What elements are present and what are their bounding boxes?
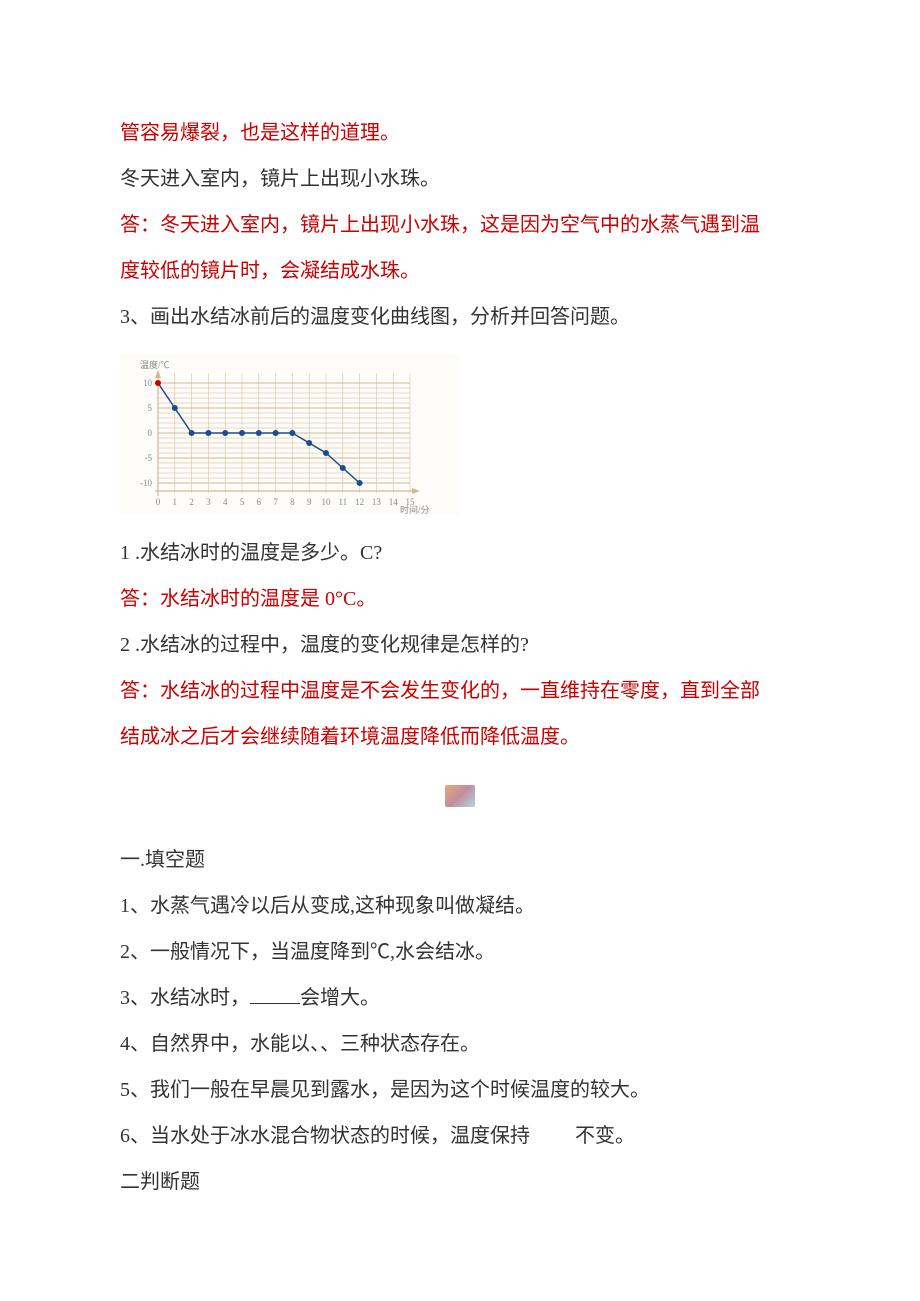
svg-text:13: 13: [372, 497, 382, 507]
sub-answer-2-line-2: 结成冰之后才会继续随着环境温度降低而降低温度。: [120, 714, 800, 760]
blank-line: [250, 1003, 300, 1004]
svg-text:10: 10: [143, 378, 153, 388]
svg-text:14: 14: [389, 497, 399, 507]
q3-part-b: 会增大。: [300, 987, 380, 1009]
section-1-heading: 一.填空题: [120, 837, 800, 883]
temperature-chart: -10-505100123456789101112131415温度/℃时间/分: [120, 355, 460, 515]
svg-text:10: 10: [322, 497, 332, 507]
svg-text:温度/℃: 温度/℃: [140, 359, 170, 370]
svg-text:5: 5: [148, 403, 153, 413]
svg-text:4: 4: [223, 497, 228, 507]
svg-text:-10: -10: [140, 478, 152, 488]
svg-text:9: 9: [307, 497, 312, 507]
svg-text:0: 0: [156, 497, 161, 507]
svg-text:-5: -5: [145, 453, 153, 463]
answer-text-line-1: 答：冬天进入室内，镜片上出现小水珠，这是因为空气中的水蒸气遇到温: [120, 202, 800, 248]
svg-text:6: 6: [257, 497, 262, 507]
answer-text-continuation: 管容易爆裂，也是这样的道理。: [120, 110, 800, 156]
section-2-heading: 二判断题: [120, 1159, 800, 1205]
svg-text:1: 1: [173, 497, 178, 507]
q6-part-a: 6、当水处于冰水混合物状态的时候，温度保持: [120, 1125, 530, 1147]
svg-text:8: 8: [290, 497, 295, 507]
fill-blank-q1: 1、水蒸气遇冷以后从变成,这种现象叫做凝结。: [120, 883, 800, 929]
svg-text:5: 5: [240, 497, 245, 507]
svg-text:0: 0: [148, 428, 153, 438]
sub-answer-1: 答：水结冰时的温度是 0°C。: [120, 576, 800, 622]
svg-text:时间/分: 时间/分: [400, 504, 430, 515]
fill-blank-q5: 5、我们一般在早晨见到露水，是因为这个时候温度的较大。: [120, 1067, 800, 1113]
fill-blank-q3: 3、水结冰时， 会增大。: [120, 975, 800, 1021]
svg-text:7: 7: [273, 497, 278, 507]
svg-text:2: 2: [189, 497, 194, 507]
svg-text:3: 3: [206, 497, 211, 507]
fill-blank-q2: 2、一般情况下，当温度降到℃,水会结冰。: [120, 929, 800, 975]
question-3-text: 3、画出水结冰前后的温度变化曲线图，分析并回答问题。: [120, 294, 800, 340]
svg-text:12: 12: [355, 497, 364, 507]
svg-text:11: 11: [338, 497, 347, 507]
sub-answer-2-line-1: 答：水结冰的过程中温度是不会发生变化的，一直维持在零度，直到全部: [120, 668, 800, 714]
chart-svg: -10-505100123456789101112131415温度/℃时间/分: [120, 355, 460, 515]
question-text: 冬天进入室内，镜片上出现小水珠。: [120, 156, 800, 202]
q3-part-a: 3、水结冰时，: [120, 987, 250, 1009]
sub-question-2: 2 .水结冰的过程中，温度的变化规律是怎样的?: [120, 622, 800, 668]
sub-question-1: 1 .水结冰时的温度是多少。C?: [120, 530, 800, 576]
q6-part-b: 不变。: [575, 1125, 635, 1147]
decorative-image-icon: [445, 785, 475, 807]
section-divider-icon: [120, 785, 800, 812]
fill-blank-q6: 6、当水处于冰水混合物状态的时候，温度保持 不变。: [120, 1113, 800, 1159]
fill-blank-q4: 4、自然界中，水能以、、三种状态存在。: [120, 1021, 800, 1067]
answer-text-line-2: 度较低的镜片时，会凝结成水珠。: [120, 248, 800, 294]
